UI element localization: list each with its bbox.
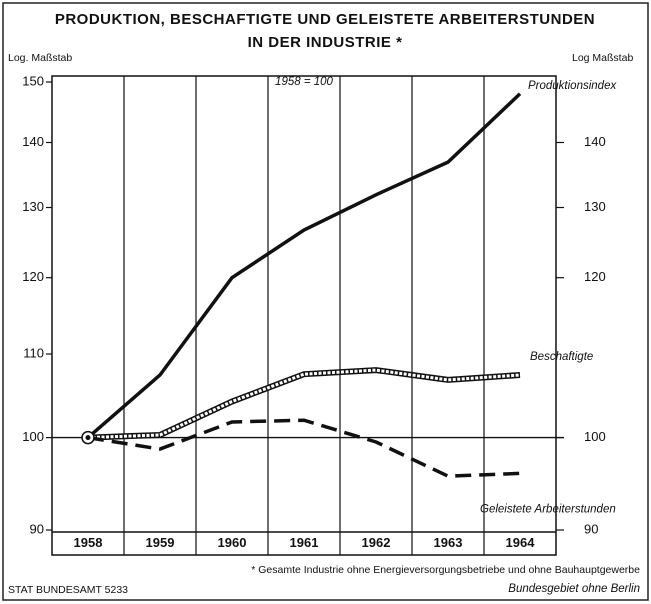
y2-tick-label: 100 — [584, 429, 606, 444]
plot-frame — [51, 75, 557, 556]
y2-tick-label: 120 — [584, 269, 606, 284]
annotation: 1958 = 100 — [275, 76, 333, 88]
y-tick-label: 130 — [22, 199, 44, 214]
series-line — [87, 368, 521, 440]
y-tick-label: 90 — [30, 521, 44, 536]
source: STAT BUNDESAMT 5233 — [8, 584, 128, 596]
y2-tick-label: 90 — [584, 521, 598, 536]
y-tick-label: 120 — [22, 269, 44, 284]
chart-title: PRODUKTION, BESCHAFTIGTE UND GELEISTETE … — [55, 11, 595, 28]
y-tick-label: 110 — [23, 345, 44, 360]
y-tick-label: 150 — [22, 73, 44, 88]
y-tick-label: 100 — [22, 429, 44, 444]
series-line — [86, 92, 522, 439]
x-tick-label: 1959 — [146, 535, 175, 550]
series-label: Geleistete Arbeiterstunden — [480, 503, 616, 515]
x-tick-label: 1958 — [74, 535, 103, 550]
y-axis-label: Log. Maßstab — [8, 52, 72, 64]
x-tick-label: 1963 — [434, 535, 463, 550]
x-tick-label: 1961 — [290, 535, 319, 550]
origin-dot — [85, 435, 91, 441]
x-tick-label: 1962 — [362, 535, 391, 550]
series-line — [87, 418, 521, 478]
footnote: Bundesgebiet ohne Berlin — [508, 583, 640, 595]
chart-subtitle: IN DER INDUSTRIE * — [248, 34, 403, 51]
x-tick-label: 1960 — [218, 535, 247, 550]
footnote: * Gesamte Industrie ohne Energieversorgu… — [251, 564, 640, 576]
y2-tick-label: 140 — [584, 134, 606, 149]
series-label: Produktionsindex — [528, 80, 617, 92]
series-label: Beschaftigte — [530, 351, 593, 363]
x-tick-label: 1964 — [506, 535, 536, 550]
y-tick-label: 140 — [22, 134, 44, 149]
y2-axis-label: Log Maßstab — [572, 52, 633, 64]
y2-tick-label: 130 — [584, 199, 606, 214]
